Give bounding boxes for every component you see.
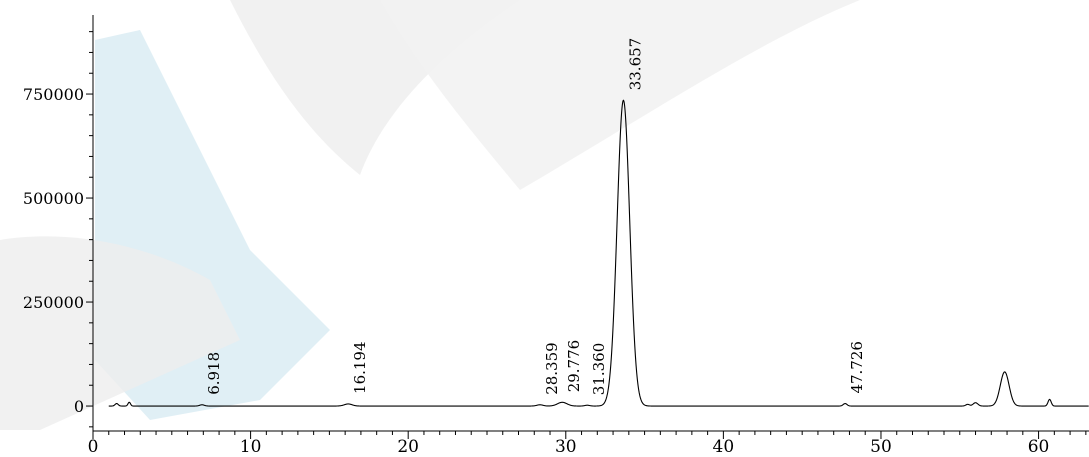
peak-label: 33.657 <box>626 38 644 91</box>
axes <box>92 15 1089 432</box>
peak-label: 28.359 <box>543 342 561 395</box>
peak-label: 29.776 <box>565 340 583 393</box>
x-tick-label: 30 <box>555 437 577 457</box>
x-tick-label: 60 <box>1028 437 1050 457</box>
peak-label: 31.360 <box>590 343 608 396</box>
peak-label: 47.726 <box>848 341 866 394</box>
x-tick-label: 40 <box>713 437 735 457</box>
peak-labels: 6.918 16.194 28.359 29.776 31.360 33.657 47.72… <box>205 38 866 395</box>
x-tick-label: 0 <box>88 437 99 457</box>
peak-label: 6.918 <box>205 352 223 395</box>
x-tick-label: 20 <box>397 437 419 457</box>
x-tick-label: 50 <box>870 437 892 457</box>
axis-ticks <box>86 31 1087 439</box>
axis-tick-labels: 0 250000 500000 750000 0 10 20 30 40 50 60 <box>23 85 1049 457</box>
y-tick-label: 250000 <box>23 293 84 312</box>
chromatogram-trace <box>108 99 1089 407</box>
y-tick-label: 0 <box>74 397 84 416</box>
x-tick-label: 10 <box>240 437 262 457</box>
peak-label: 16.194 <box>351 341 369 394</box>
y-tick-label: 500000 <box>23 189 84 208</box>
y-tick-label: 750000 <box>23 85 84 104</box>
